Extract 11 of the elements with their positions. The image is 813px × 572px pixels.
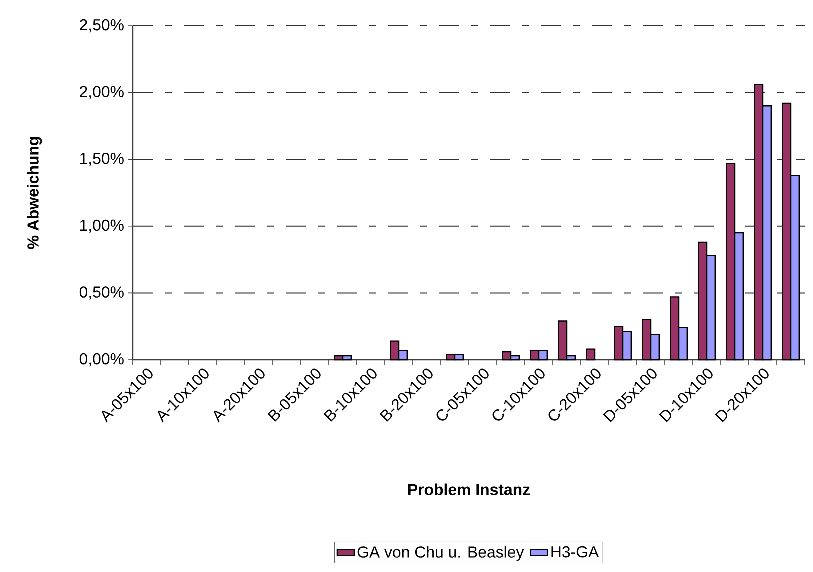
y-tick-label: 1,00% bbox=[80, 220, 124, 233]
y-tick-label: 1,50% bbox=[80, 153, 124, 166]
legend-label: GA von Chu u. Beasley bbox=[358, 546, 524, 562]
y-tick-label: 0,00% bbox=[80, 353, 124, 367]
y-tick-label: 0,50% bbox=[80, 286, 124, 300]
y-tick-label: 2,00% bbox=[80, 86, 124, 100]
legend-label: H3-GA bbox=[552, 546, 600, 558]
y-axis-title: % Abweichung bbox=[27, 137, 42, 250]
x-axis-title: Problem Instanz bbox=[408, 484, 530, 496]
bar bbox=[586, 348, 596, 361]
y-tick-label: 2,50% bbox=[80, 19, 124, 33]
